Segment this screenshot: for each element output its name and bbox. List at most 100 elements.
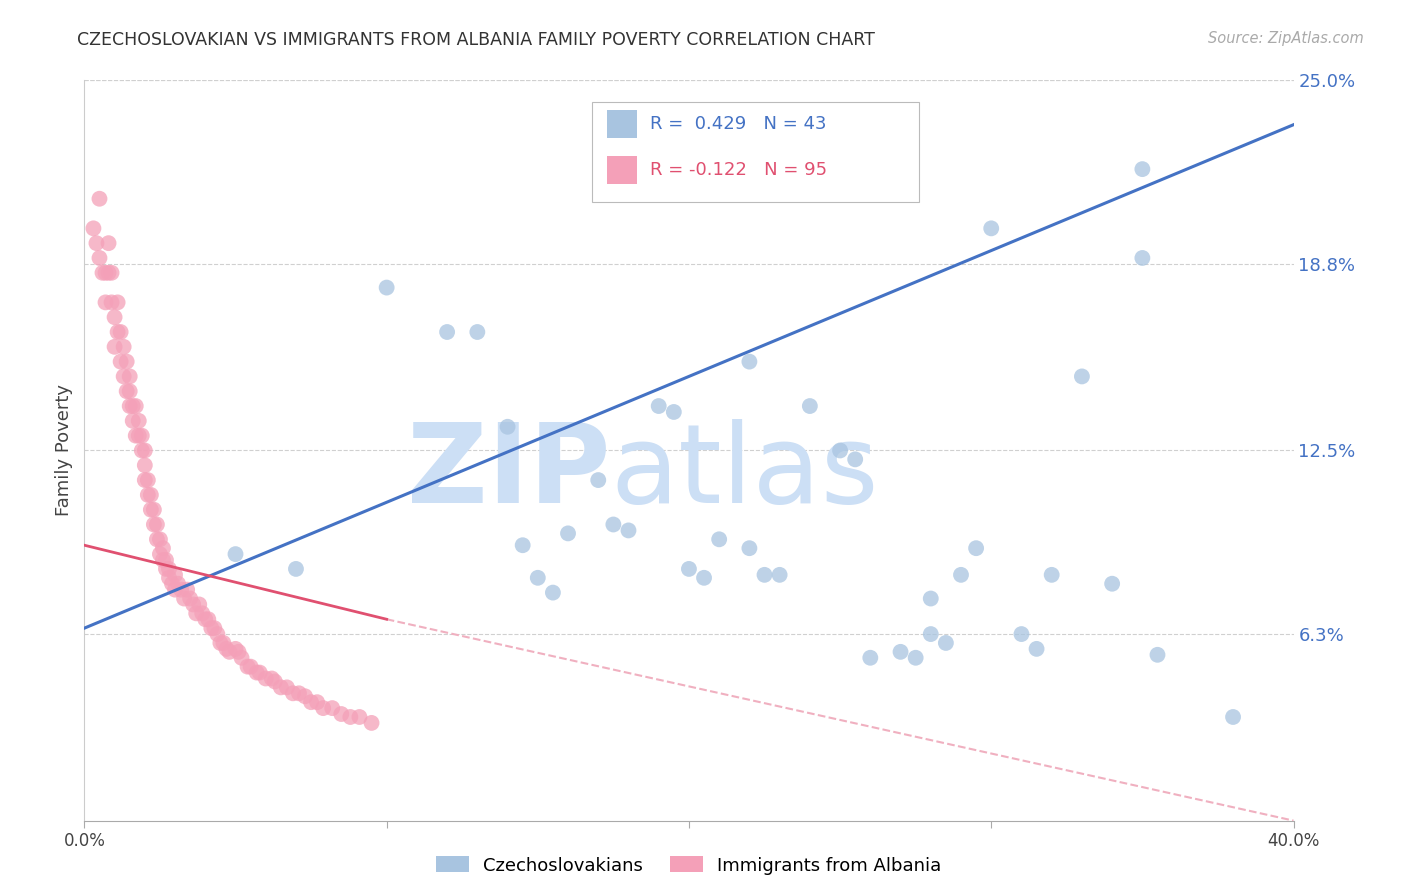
Point [375, 280, 398, 294]
Point [965, 541, 987, 556]
Point [200, 621, 222, 635]
Point [152, 553, 174, 567]
Point [904, 650, 927, 665]
Point [1101, 576, 1123, 591]
Point [288, 686, 311, 700]
Point [149, 547, 172, 561]
Point [207, 627, 229, 641]
Point [155, 562, 177, 576]
Point [339, 710, 361, 724]
Point [176, 582, 198, 597]
Point [276, 681, 298, 695]
Point [225, 547, 247, 561]
Point [86, 236, 108, 251]
Point [920, 627, 942, 641]
Point [194, 612, 217, 626]
Point [152, 541, 174, 556]
FancyBboxPatch shape [592, 103, 918, 202]
Point [260, 672, 283, 686]
Point [157, 571, 180, 585]
Point [100, 266, 122, 280]
Point [94, 295, 117, 310]
Point [239, 659, 262, 673]
Point [107, 295, 129, 310]
Point [349, 710, 371, 724]
Point [496, 419, 519, 434]
Point [830, 443, 852, 458]
Point [859, 650, 882, 665]
Point [191, 607, 214, 621]
Point [1130, 251, 1153, 265]
Point [617, 524, 640, 538]
Point [228, 645, 250, 659]
Point [155, 553, 177, 567]
Point [165, 567, 187, 582]
Text: CZECHOSLOVAKIAN VS IMMIGRANTS FROM ALBANIA FAMILY POVERTY CORRELATION CHART: CZECHOSLOVAKIAN VS IMMIGRANTS FROM ALBAN… [77, 31, 875, 49]
Point [136, 473, 159, 487]
Point [115, 384, 138, 399]
Point [1071, 369, 1094, 384]
Point [188, 598, 211, 612]
Y-axis label: Family Poverty: Family Poverty [55, 384, 73, 516]
Point [197, 612, 219, 626]
Point [202, 621, 225, 635]
Point [678, 562, 700, 576]
Point [738, 354, 761, 368]
Point [1040, 567, 1063, 582]
Point [142, 517, 165, 532]
Point [254, 672, 277, 686]
FancyBboxPatch shape [607, 156, 637, 184]
Point [212, 636, 235, 650]
Point [125, 399, 148, 413]
Point [165, 582, 187, 597]
Point [112, 340, 135, 354]
Point [209, 636, 232, 650]
Point [146, 517, 169, 532]
Point [307, 695, 329, 709]
Point [97, 266, 120, 280]
Point [321, 701, 343, 715]
Point [769, 567, 792, 582]
Point [662, 405, 685, 419]
Point [236, 659, 259, 673]
Text: ZIP: ZIP [406, 419, 610, 526]
Point [738, 541, 761, 556]
Point [136, 488, 159, 502]
Point [89, 192, 111, 206]
Point [91, 266, 114, 280]
Point [134, 443, 156, 458]
Point [709, 533, 731, 547]
Point [104, 310, 127, 325]
Point [920, 591, 942, 606]
Point [115, 354, 138, 368]
Point [294, 690, 316, 704]
Point [128, 414, 150, 428]
Point [134, 473, 156, 487]
Point [139, 502, 162, 516]
Point [100, 295, 122, 310]
Point [231, 650, 253, 665]
Point [160, 576, 183, 591]
Point [225, 641, 247, 656]
Point [693, 571, 716, 585]
Point [648, 399, 671, 413]
Point [950, 567, 973, 582]
Point [799, 399, 821, 413]
Point [588, 473, 610, 487]
Point [512, 538, 534, 552]
Legend: Czechoslovakians, Immigrants from Albania: Czechoslovakians, Immigrants from Albani… [436, 856, 942, 874]
Point [890, 645, 912, 659]
Point [112, 369, 135, 384]
Point [94, 266, 117, 280]
Point [167, 576, 190, 591]
Point [360, 715, 382, 730]
Point [181, 598, 204, 612]
Point [249, 665, 271, 680]
Point [935, 636, 957, 650]
Point [179, 591, 201, 606]
Point [134, 458, 156, 473]
Point [330, 706, 353, 721]
Point [285, 562, 308, 576]
Point [118, 399, 141, 413]
Point [97, 236, 120, 251]
